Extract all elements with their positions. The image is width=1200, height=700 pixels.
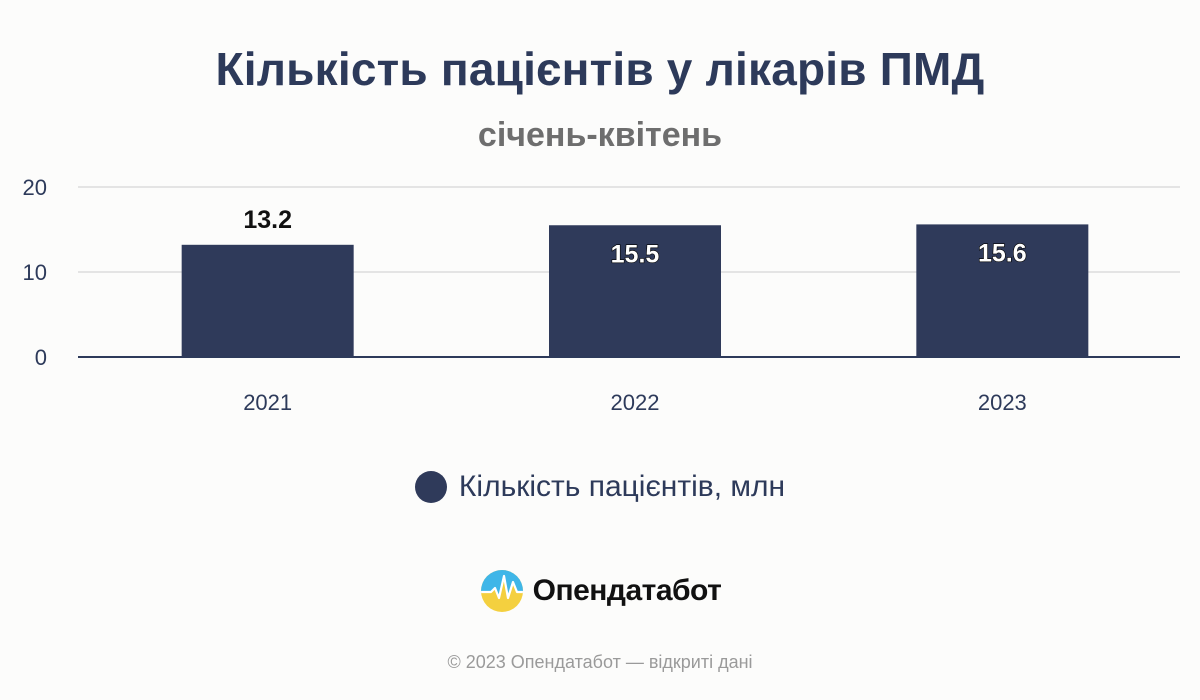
- x-tick-label: 2023: [978, 390, 1027, 415]
- bar: [916, 224, 1089, 357]
- data-label: 13.2: [243, 206, 292, 234]
- bar-chart: 0 10 20 13.2 2021 15.5 2022 15.6 2023: [23, 175, 1180, 415]
- legend-label: Кількість пацієнтів, млн: [458, 470, 786, 503]
- brand-logo: Опендатабот: [0, 568, 1200, 614]
- logo-text: Опендатабот: [532, 574, 722, 607]
- x-tick-label: 2022: [611, 390, 660, 415]
- chart-title: Кількість пацієнтів у лікарів ПМД: [215, 43, 985, 95]
- chart-subtitle: січень-квітень: [477, 116, 723, 154]
- y-tick-label: 10: [23, 260, 47, 285]
- data-label: 15.5: [611, 240, 660, 268]
- legend-swatch: [414, 471, 447, 503]
- x-tick-label: 2021: [243, 390, 292, 415]
- y-tick-label: 20: [23, 175, 47, 200]
- bar: [549, 225, 721, 357]
- legend: Кількість пацієнтів, млн: [0, 470, 1200, 504]
- y-tick-label: 0: [35, 345, 47, 370]
- copyright-text: © 2023 Опендатабот — відкриті дані: [447, 652, 753, 672]
- opendatabot-logo-icon: [480, 570, 523, 612]
- bar: [181, 244, 354, 357]
- data-label: 15.6: [978, 239, 1027, 267]
